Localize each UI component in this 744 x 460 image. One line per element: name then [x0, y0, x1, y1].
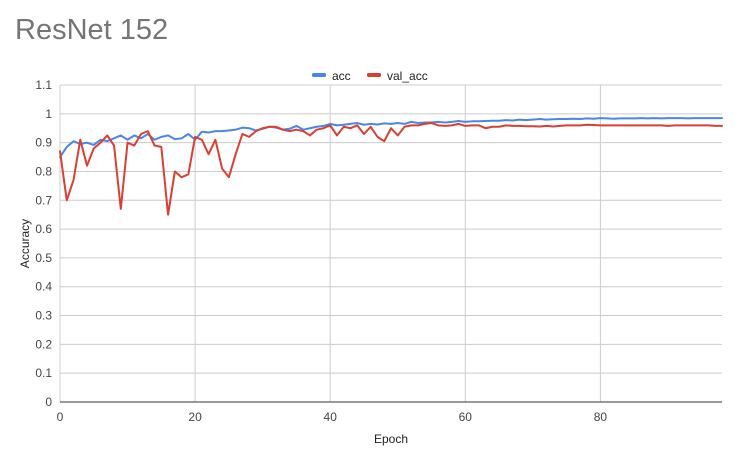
y-tick-label: 0	[45, 395, 52, 409]
x-tick-label: 0	[57, 410, 64, 424]
gridlines	[59, 84, 722, 402]
y-tick-label: 1.1	[35, 78, 52, 92]
y-tick-label: 0.4	[35, 280, 52, 294]
y-tick-label: 0.8	[35, 164, 52, 178]
x-tick-label: 20	[188, 410, 202, 424]
x-tick-label: 80	[594, 410, 608, 424]
x-axis-title: Epoch	[374, 432, 408, 446]
y-axis-title: Accuracy	[18, 219, 32, 268]
x-tick-label: 40	[324, 410, 338, 424]
legend: acc val_acc	[312, 69, 428, 83]
y-tick-label: 0.3	[35, 309, 52, 323]
legend-label: acc	[332, 69, 351, 83]
y-tick-label: 1	[45, 107, 52, 121]
legend-label: val_acc	[387, 69, 428, 83]
y-tick-label: 0.2	[35, 337, 52, 351]
y-tick-label: 0.9	[35, 136, 52, 150]
axes: 0 0.1 0.2 0.3 0.4 0.5 0.6 0.7 0.8 0.9 1 1.1 0 20 40 60 8…	[35, 78, 722, 424]
y-tick-label: 0.1	[35, 366, 52, 380]
y-tick-label: 0.5	[35, 251, 52, 265]
series-line-acc	[59, 117, 723, 159]
legend-swatch	[312, 73, 326, 77]
chart-title: ResNet 152	[15, 14, 169, 46]
y-tick-label: 0.7	[35, 193, 52, 207]
series-line-val-acc	[59, 122, 723, 216]
legend-swatch	[367, 73, 381, 77]
y-tick-label: 0.6	[35, 222, 52, 236]
series-lines	[59, 117, 723, 216]
x-tick-label: 60	[459, 410, 473, 424]
